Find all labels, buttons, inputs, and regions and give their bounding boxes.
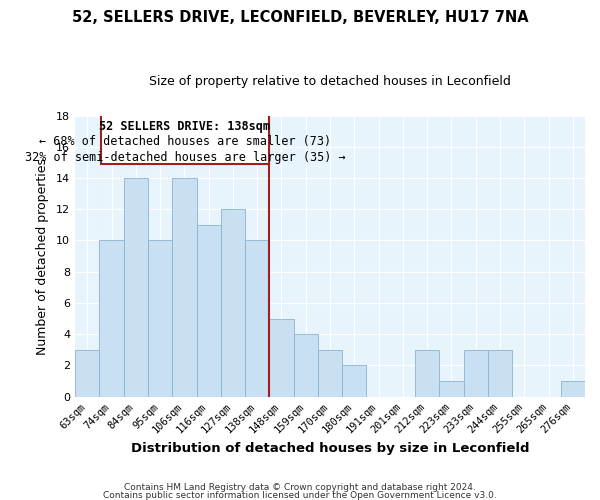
Y-axis label: Number of detached properties: Number of detached properties [36,158,49,354]
Text: Contains public sector information licensed under the Open Government Licence v3: Contains public sector information licen… [103,490,497,500]
Text: 52 SELLERS DRIVE: 138sqm: 52 SELLERS DRIVE: 138sqm [100,120,271,133]
Bar [245,240,269,396]
X-axis label: Distribution of detached houses by size in Leconfield: Distribution of detached houses by size … [131,442,529,455]
Text: 32% of semi-detached houses are larger (35) →: 32% of semi-detached houses are larger (… [25,150,345,164]
Bar [318,350,342,397]
Bar [75,350,100,397]
Bar [464,350,488,397]
Bar [561,381,585,396]
Bar [415,350,439,397]
Text: Contains HM Land Registry data © Crown copyright and database right 2024.: Contains HM Land Registry data © Crown c… [124,484,476,492]
Bar [148,240,172,396]
Bar [293,334,318,396]
Bar [221,209,245,396]
Bar [197,225,221,396]
Bar [101,114,269,164]
Bar [100,240,124,396]
Text: 52, SELLERS DRIVE, LECONFIELD, BEVERLEY, HU17 7NA: 52, SELLERS DRIVE, LECONFIELD, BEVERLEY,… [71,10,529,25]
Title: Size of property relative to detached houses in Leconfield: Size of property relative to detached ho… [149,75,511,88]
Bar [124,178,148,396]
Bar [439,381,464,396]
Bar [269,318,293,396]
Bar [172,178,197,396]
Bar [342,366,367,396]
Text: ← 68% of detached houses are smaller (73): ← 68% of detached houses are smaller (73… [39,135,331,148]
Bar [488,350,512,397]
